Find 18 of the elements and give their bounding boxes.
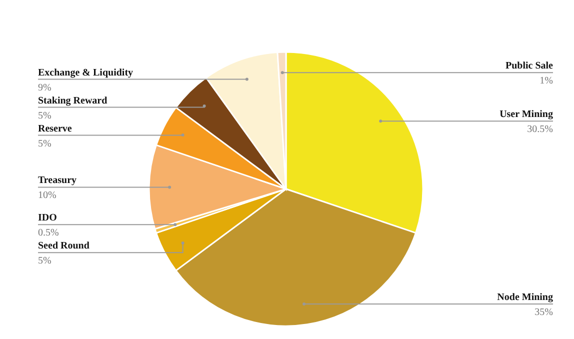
data-label: 5%	[38, 256, 52, 267]
slice-label: Staking Reward	[38, 95, 108, 106]
slice-label: Seed Round	[38, 240, 90, 252]
slice-label: IDO	[38, 212, 58, 224]
slice-label: Treasury	[38, 175, 77, 186]
data-label: 0.5%	[38, 228, 59, 239]
slice-label: Public Sale	[505, 60, 554, 72]
data-label: 30.5%	[527, 124, 553, 136]
data-label: 9%	[38, 82, 52, 94]
slice-label: Node Mining	[497, 292, 553, 304]
slice-label: User Mining	[500, 109, 553, 120]
slice-label: Reserve	[38, 123, 72, 134]
data-label: 10%	[38, 190, 56, 202]
data-label: 5%	[38, 110, 52, 122]
data-label: 1%	[540, 76, 553, 87]
data-label: 35%	[534, 307, 553, 318]
data-label: 5%	[38, 138, 52, 150]
slice-label: Exchange & Liquidity	[38, 67, 134, 78]
